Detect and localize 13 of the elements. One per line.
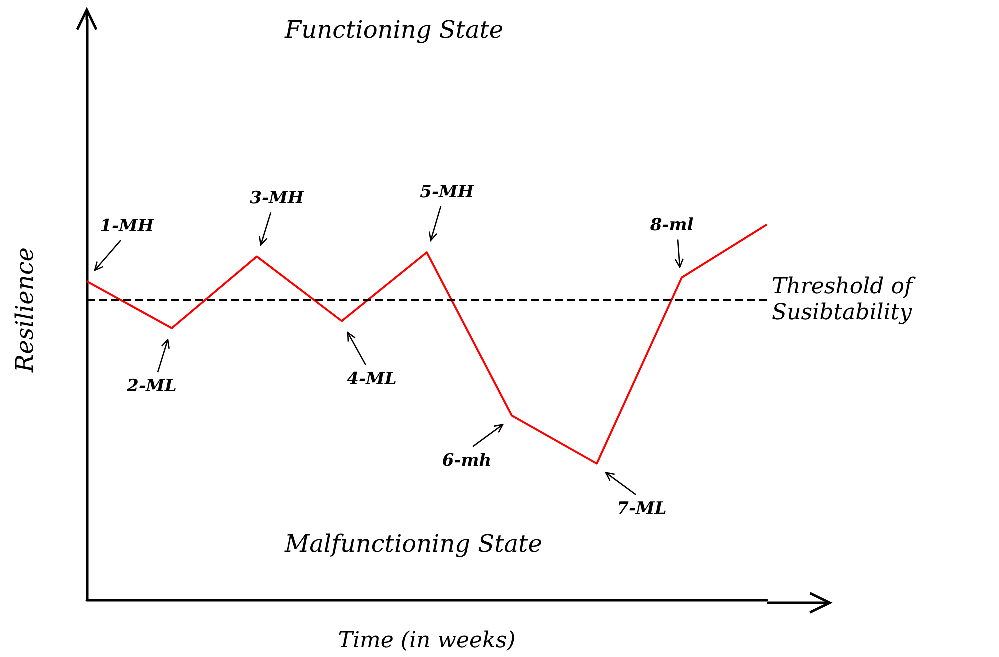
annotation: 4-ML xyxy=(347,369,397,390)
annotation: 7-ML xyxy=(617,498,667,519)
annotation: Malfunctioning State xyxy=(284,530,542,558)
annotation: 8-ml xyxy=(650,216,694,236)
text: 3-MH xyxy=(250,188,305,209)
annotation: 6-mh xyxy=(442,450,492,471)
x-axis-title: Time (in weeks) xyxy=(338,628,516,654)
text: 5-MH xyxy=(420,182,475,203)
annotation: 2-ML xyxy=(126,376,177,396)
text: Functioning State xyxy=(284,16,504,44)
annotation: 1-MH xyxy=(100,216,155,236)
ref-line-label: Threshold of Susibtability xyxy=(772,274,920,326)
y-axis-title: Resilience xyxy=(11,248,39,374)
